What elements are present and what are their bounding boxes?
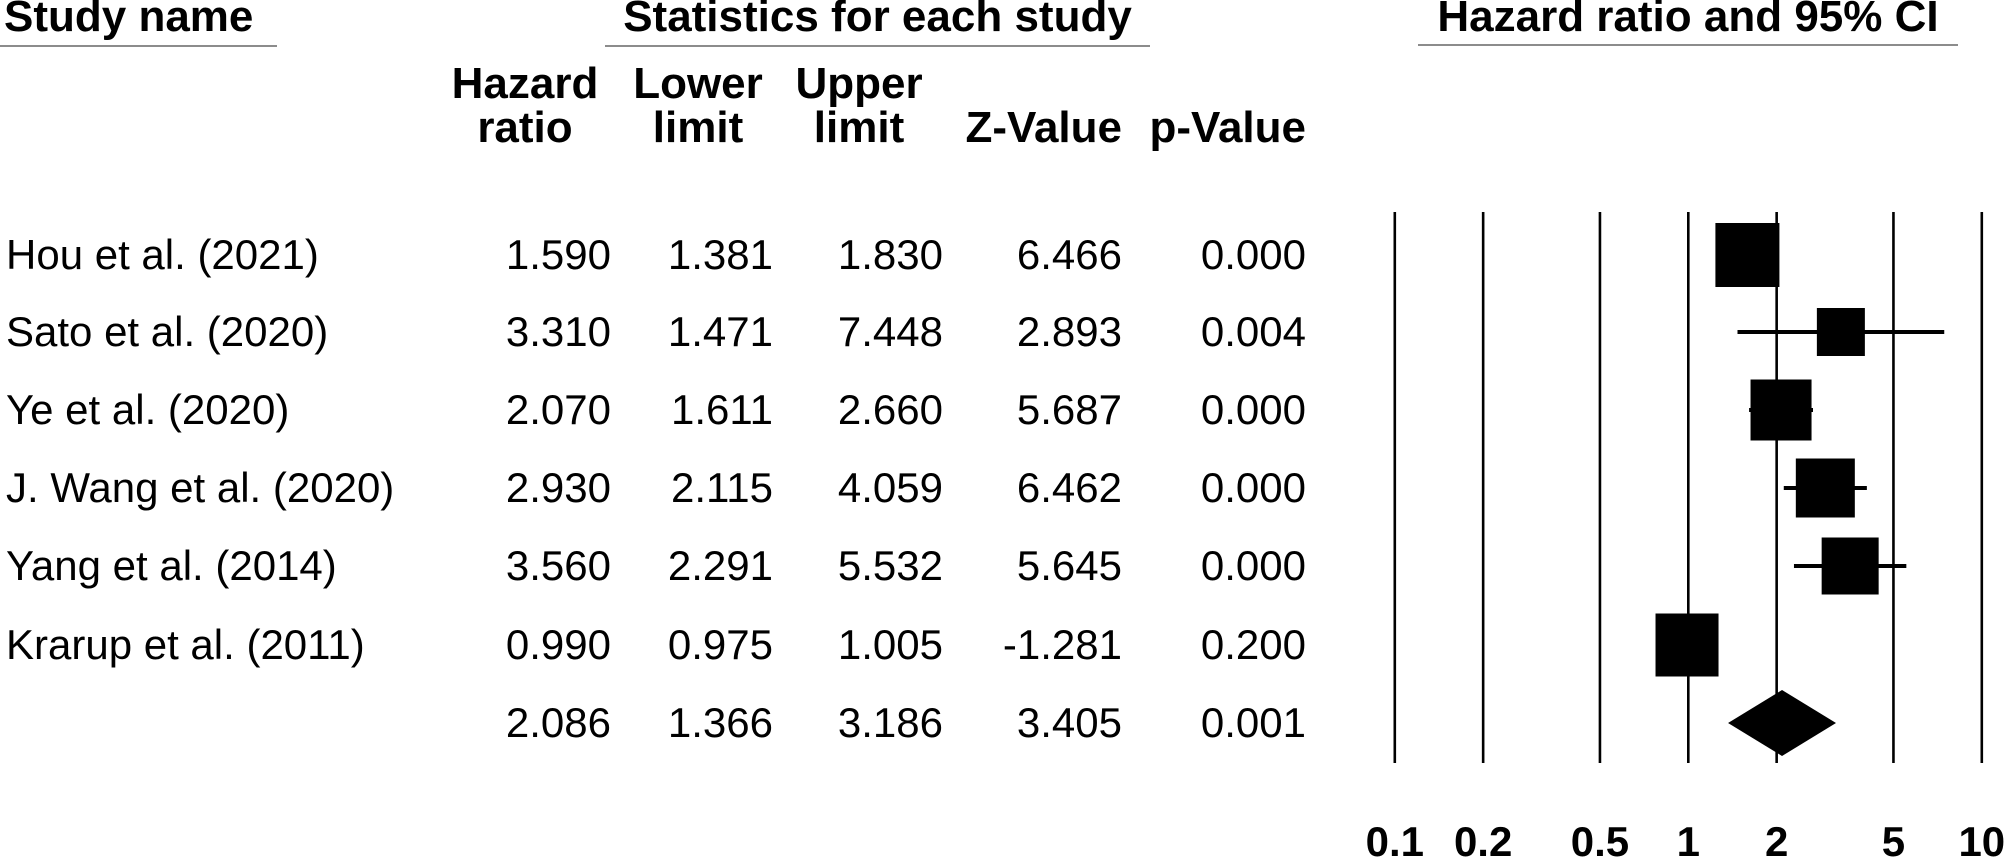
hazard-ratio-value: 3.560 <box>505 542 611 589</box>
p-value: 0.000 <box>1200 464 1306 511</box>
summary-diamond <box>1728 690 1837 756</box>
study-name-underline <box>0 45 277 47</box>
plot-underline <box>1418 44 1958 46</box>
study-marker <box>1795 458 1855 518</box>
lower-limit-value: 1.366 <box>667 699 773 746</box>
plot-header: Hazard ratio and 95% CI <box>1437 0 1939 41</box>
upper-limit-value: 3.186 <box>837 699 943 746</box>
axis-tick-label: 5 <box>1882 818 1905 861</box>
table-row: Ye et al. (2020) 2.070 1.611 2.660 5.687… <box>0 384 2008 436</box>
hazard-ratio-value: 1.590 <box>505 231 611 278</box>
column-header-hazard-ratio: Hazard ratio <box>451 59 599 152</box>
lower-limit-value: 2.115 <box>671 464 773 511</box>
z-value: 6.466 <box>1016 231 1122 278</box>
study-name: Sato et al. (2020) <box>6 308 329 355</box>
hazard-ratio-value: 0.990 <box>505 621 611 668</box>
p-value: 0.000 <box>1200 231 1306 278</box>
z-value: 5.645 <box>1016 542 1122 589</box>
z-value: 3.405 <box>1016 699 1122 746</box>
study-name: J. Wang et al. (2020) <box>6 464 395 511</box>
upper-limit-value: 4.059 <box>837 464 943 511</box>
study-marker <box>1750 379 1812 441</box>
lower-limit-value: 1.471 <box>667 308 773 355</box>
lower-limit-value: 0.975 <box>667 621 773 668</box>
table-row: Sato et al. (2020) 3.310 1.471 7.448 2.8… <box>0 306 2008 358</box>
p-value: 0.200 <box>1200 621 1306 668</box>
z-value: 5.687 <box>1016 386 1122 433</box>
column-header-lower-limit: Lower limit <box>633 59 763 152</box>
study-marker <box>1816 308 1865 356</box>
statistics-header: Statistics for each study <box>623 0 1132 41</box>
axis-tick-label: 2 <box>1765 818 1788 861</box>
upper-limit-value: 7.448 <box>837 308 943 355</box>
z-value: 2.893 <box>1016 308 1122 355</box>
lower-limit-value: 1.381 <box>667 231 773 278</box>
axis-tick-label: 1 <box>1677 818 1700 861</box>
table-row: Yang et al. (2014) 3.560 2.291 5.532 5.6… <box>0 540 2008 592</box>
table-row-summary: 2.086 1.366 3.186 3.405 0.001 <box>0 697 2008 749</box>
study-name: Krarup et al. (2011) <box>6 621 365 668</box>
study-marker <box>1655 613 1719 677</box>
z-value: 6.462 <box>1016 464 1122 511</box>
hazard-ratio-value: 3.310 <box>505 308 611 355</box>
p-value: 0.004 <box>1200 308 1306 355</box>
column-header-z-value: Z-Value <box>965 103 1123 152</box>
study-name: Hou et al. (2021) <box>6 231 319 278</box>
hazard-ratio-value: 2.930 <box>505 464 611 511</box>
column-header-p-value: p-Value <box>1149 103 1307 152</box>
column-header-upper-limit: Upper limit <box>795 59 923 152</box>
hazard-ratio-value: 2.086 <box>505 699 611 746</box>
table-row: J. Wang et al. (2020) 2.930 2.115 4.059 … <box>0 462 2008 514</box>
upper-limit-value: 1.005 <box>837 621 943 668</box>
lower-limit-value: 2.291 <box>667 542 773 589</box>
study-marker <box>1821 537 1879 595</box>
axis-tick-label: 0.5 <box>1571 818 1629 861</box>
table-row: Krarup et al. (2011) 0.990 0.975 1.005 -… <box>0 619 2008 671</box>
upper-limit-value: 2.660 <box>837 386 943 433</box>
p-value: 0.000 <box>1200 542 1306 589</box>
table-row: Hou et al. (2021) 1.590 1.381 1.830 6.46… <box>0 229 2008 281</box>
upper-limit-value: 5.532 <box>837 542 943 589</box>
study-name-header: Study name <box>4 0 254 41</box>
z-value: -1.281 <box>1002 621 1122 668</box>
study-name: Ye et al. (2020) <box>6 386 290 433</box>
p-value: 0.001 <box>1200 699 1306 746</box>
lower-limit-value: 1.611 <box>671 386 773 433</box>
axis-tick-label: 0.2 <box>1454 818 1512 861</box>
study-marker <box>1715 223 1780 287</box>
statistics-underline <box>605 45 1150 47</box>
upper-limit-value: 1.830 <box>837 231 943 278</box>
axis-tick-label: 10 <box>1958 818 2005 861</box>
study-name: Yang et al. (2014) <box>6 542 337 589</box>
axis-tick-label: 0.1 <box>1366 818 1424 861</box>
hazard-ratio-value: 2.070 <box>505 386 611 433</box>
p-value: 0.000 <box>1200 386 1306 433</box>
